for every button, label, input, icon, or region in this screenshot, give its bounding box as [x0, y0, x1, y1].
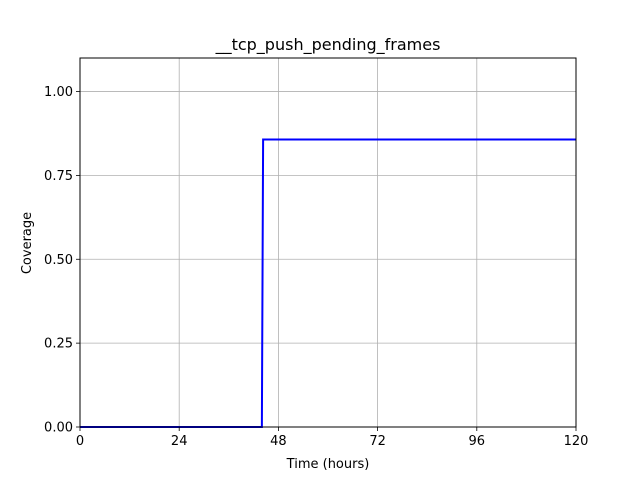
- y-tick-label: 0.50: [44, 253, 73, 268]
- x-tick-label: 120: [564, 434, 589, 449]
- series-line-0: [80, 138, 576, 428]
- grid: [79, 58, 577, 428]
- plot-frame: [79, 57, 577, 428]
- y-axis-label: Coverage: [20, 212, 35, 274]
- x-tick-label: 96: [469, 434, 486, 449]
- y-tick-label: 1.00: [44, 85, 73, 100]
- y-axis: 0.00 0.25 0.50 0.75 1.00: [44, 85, 80, 436]
- chart-title: __tcp_push_pending_frames: [215, 35, 441, 55]
- y-tick-label: 0.00: [44, 421, 73, 436]
- series-layer: [80, 138, 576, 428]
- x-tick-label: 24: [171, 434, 188, 449]
- x-axis: 0 24 48 72 96 120: [76, 427, 589, 449]
- x-tick-label: 0: [76, 434, 84, 449]
- y-tick-label: 0.75: [44, 169, 73, 184]
- x-tick-label: 72: [369, 434, 386, 449]
- x-tick-label: 48: [270, 434, 287, 449]
- y-tick-label: 0.25: [44, 337, 73, 352]
- x-axis-label: Time (hours): [286, 457, 370, 472]
